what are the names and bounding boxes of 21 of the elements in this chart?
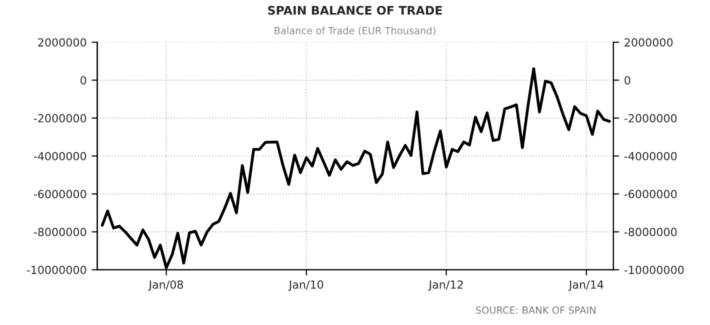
y2-tick-label: -8000000 [624,228,677,236]
y2-tick-label: 0 [624,76,630,85]
y2-tick-label: -6000000 [624,190,677,198]
y-tick-label: -4000000 [34,152,86,160]
x-tick-label: Jan/10 [288,280,324,291]
y-tick-label: -10000000 [26,266,86,274]
x-tick-label: Jan/14 [568,280,604,291]
y-tick-label: 2000000 [38,38,86,47]
y-tick-label: -2000000 [34,114,86,122]
y-tick-label: 0 [80,76,86,85]
y-tick-label: -6000000 [34,190,86,198]
y2-tick-label: -2000000 [624,114,677,122]
x-tick-label: Jan/08 [148,280,184,291]
y2-tick-label: -10000000 [624,266,684,274]
chart-subtitle: Balance of Trade (EUR Thousand) [274,26,436,36]
y2-tick-label: 2000000 [624,38,673,47]
chart-title: SPAIN BALANCE OF TRADE [268,6,442,15]
y-tick-label: -8000000 [34,228,86,236]
source-note: SOURCE: BANK OF SPAIN [476,306,596,314]
x-tick-label: Jan/12 [428,280,463,291]
y2-tick-label: -4000000 [624,152,677,160]
